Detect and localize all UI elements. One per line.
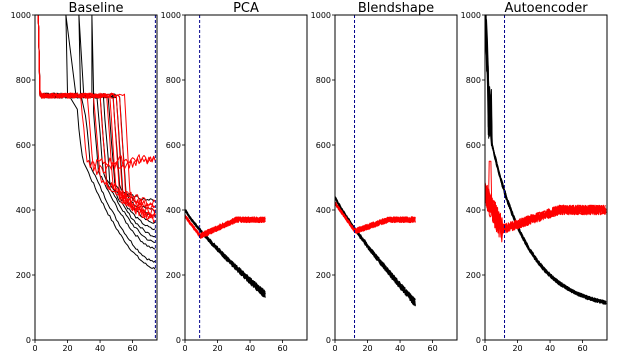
y-tick-label: 600 [466,141,481,150]
x-tick-label: 40 [395,344,405,353]
black-series-line [36,15,156,224]
red-series-line [36,15,156,216]
plot-area [335,15,416,340]
black-series-line [36,15,156,217]
y-tick-label: 200 [316,271,331,280]
x-tick-label: 20 [512,344,522,353]
y-tick-label: 0 [176,336,181,345]
plot-area [485,15,607,340]
black-series-line [485,31,606,305]
red-series-line [485,185,607,238]
plot-area [185,15,266,340]
x-tick-label: 40 [245,344,255,353]
y-tick-label: 1000 [461,11,481,20]
y-tick-label: 400 [466,206,481,215]
x-tick-label: 0 [182,344,187,353]
axes-frame [484,14,608,341]
black-series-line [485,23,607,305]
black-series-line [485,19,607,304]
red-series-line [36,15,156,223]
x-tick-label: 40 [95,344,105,353]
y-tick-label: 1000 [11,11,31,20]
axes-frame [34,14,158,341]
x-tick-label: 0 [482,344,487,353]
black-series-line [485,27,607,305]
x-tick-label: 20 [212,344,222,353]
y-tick-label: 600 [16,141,31,150]
red-series-line [36,15,156,210]
y-tick-label: 0 [26,336,31,345]
y-tick-label: 0 [326,336,331,345]
y-tick-label: 600 [166,141,181,150]
panel-4: Autoencoder 0 200 400 600 800 1000 0 20 40 60 [461,1,608,353]
x-tick-label: 0 [32,344,37,353]
black-series-line [36,15,156,212]
y-tick-label: 1000 [161,11,181,20]
y-tick-label: 600 [316,141,331,150]
panel-title: Baseline [68,1,123,16]
y-tick-label: 800 [166,76,181,85]
x-tick-label: 60 [128,344,138,353]
x-tick-label: 20 [362,344,372,353]
black-series-line [335,197,416,301]
x-tick-label: 60 [428,344,438,353]
black-series-line [36,15,156,202]
red-series-line [36,15,156,219]
x-tick-label: 20 [62,344,72,353]
y-tick-label: 1000 [311,11,331,20]
red-series-line [335,201,416,234]
panel-2: PCA 0 200 400 600 800 1000 0 20 40 60 [161,1,308,353]
y-tick-label: 800 [16,76,31,85]
black-series-line [485,15,607,305]
y-tick-label: 200 [466,271,481,280]
black-series-line [36,15,156,250]
y-tick-label: 0 [476,336,481,345]
panel-title: PCA [233,1,259,16]
x-tick-label: 0 [332,344,337,353]
red-series-line [36,15,156,216]
axes-frame [184,14,308,341]
panel-1: Baseline 0 200 400 600 800 1000 0 20 40 60 [11,1,158,353]
y-tick-label: 200 [16,271,31,280]
y-tick-label: 800 [316,76,331,85]
y-tick-label: 400 [16,206,31,215]
x-tick-label: 60 [278,344,288,353]
red-series-line [335,203,416,233]
y-tick-label: 400 [316,206,331,215]
red-series-line [485,160,606,234]
red-series-line [185,215,266,238]
x-tick-label: 40 [545,344,555,353]
x-tick-label: 60 [578,344,588,353]
y-tick-label: 800 [466,76,481,85]
black-series-line [185,209,266,296]
black-series-line [485,28,606,305]
panel-title: Blendshape [358,1,434,16]
black-series-line [485,15,607,304]
black-series-line [485,15,607,305]
plot-area [36,15,156,340]
panel-title: Autoencoder [504,1,588,16]
y-tick-label: 400 [166,206,181,215]
black-series-line [485,15,606,304]
axes-frame [334,14,458,341]
black-series-line [485,15,606,305]
red-series-line [36,15,156,220]
y-tick-label: 200 [166,271,181,280]
panel-3: Blendshape 0 200 400 600 800 1000 0 20 40 60 [311,1,458,353]
